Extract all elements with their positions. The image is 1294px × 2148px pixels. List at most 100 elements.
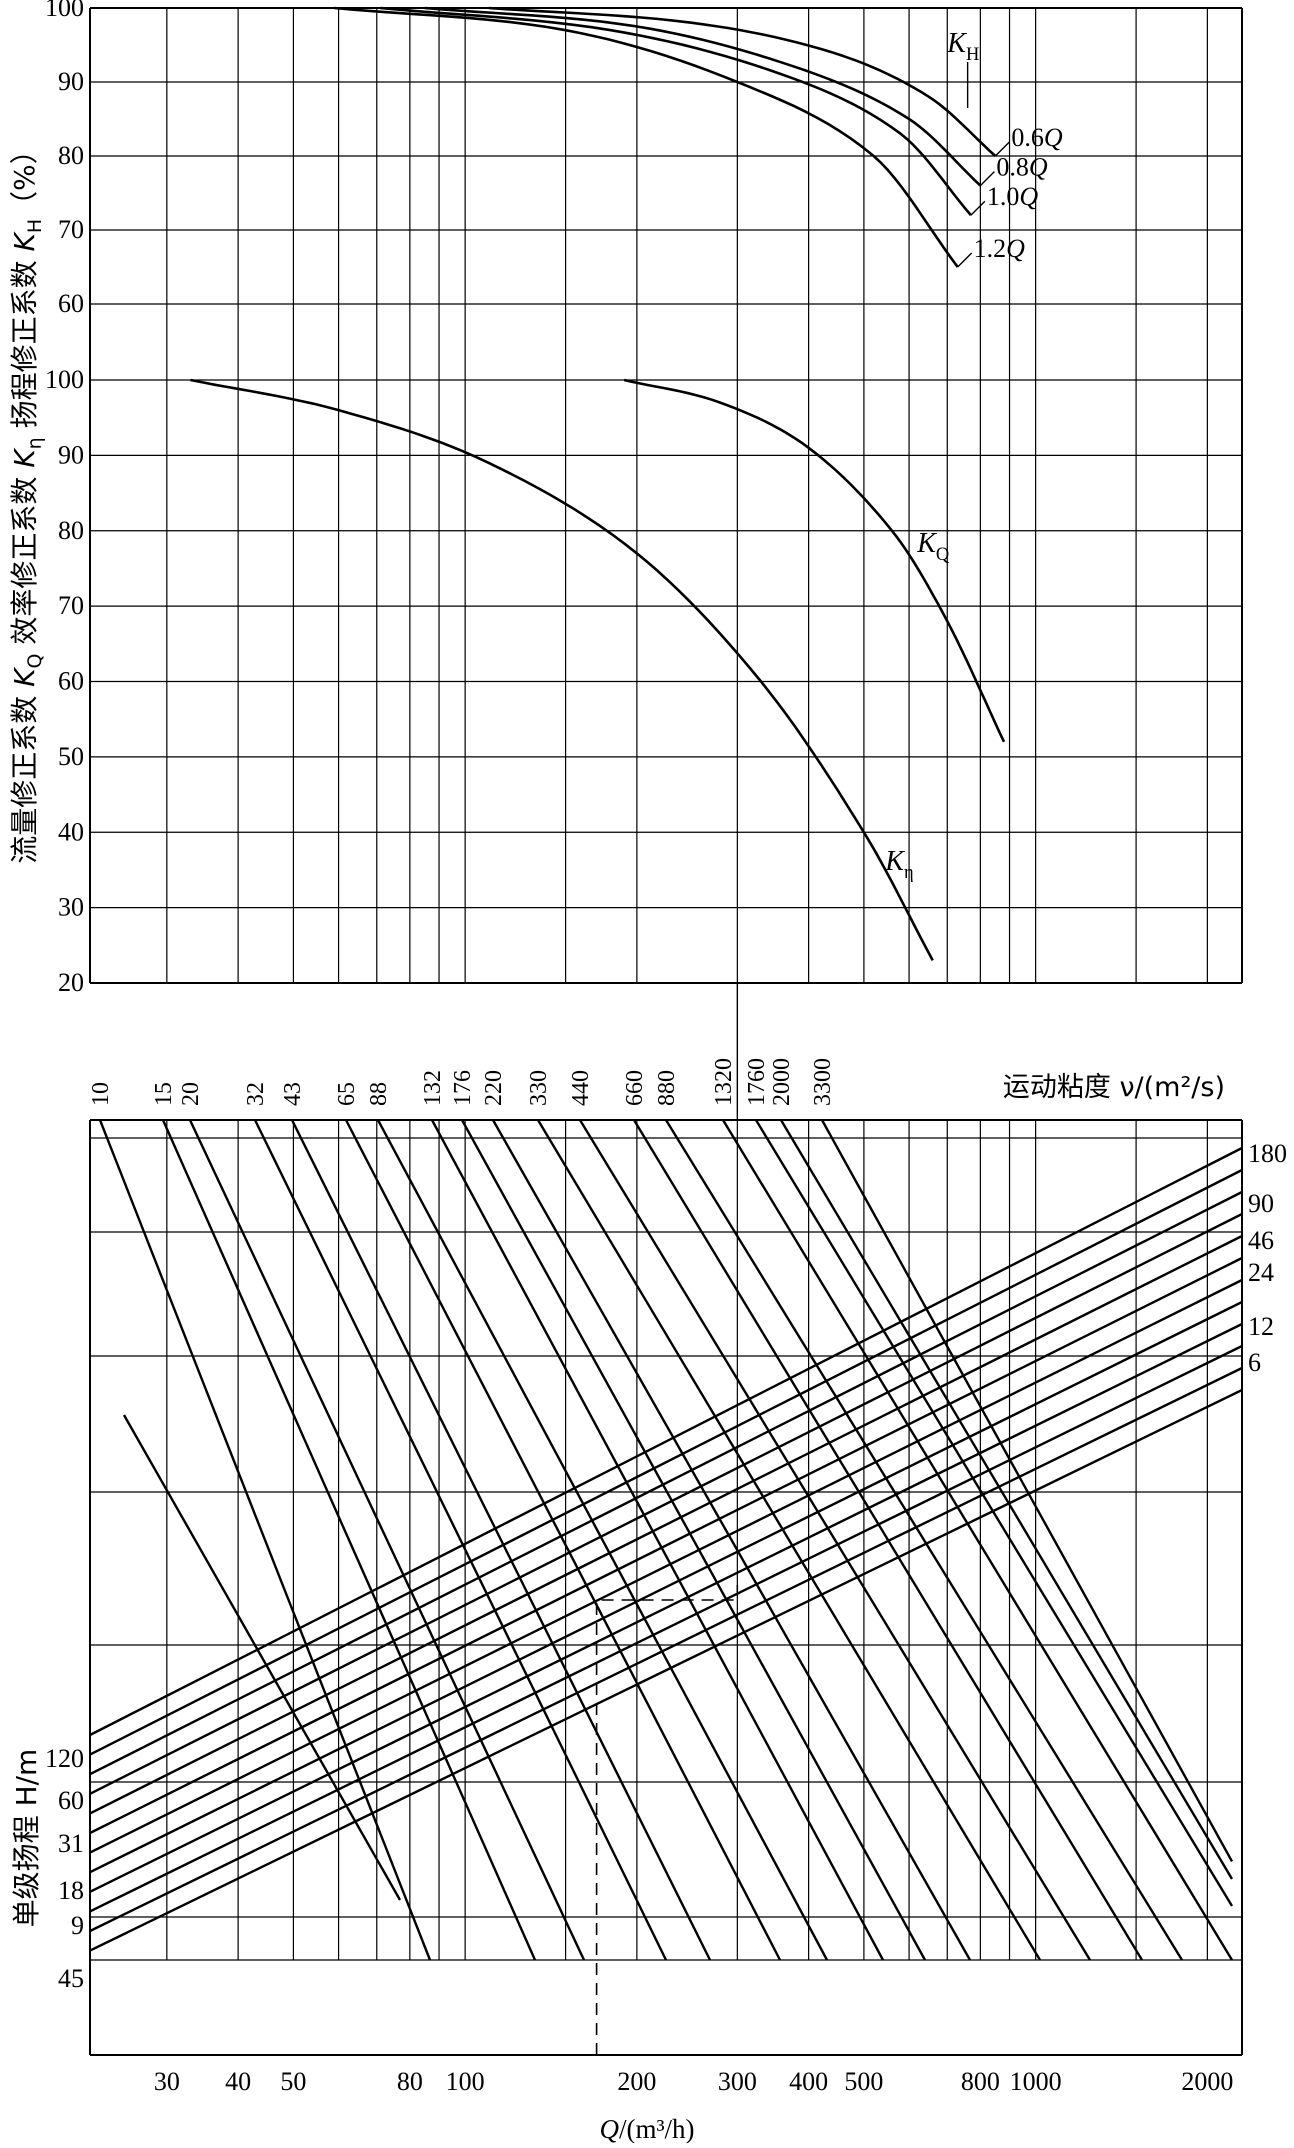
- head-line: [89, 1344, 1243, 1913]
- head-label-left: 60: [58, 1786, 84, 1815]
- kh-curve-label: 0.8Q: [996, 153, 1048, 182]
- head-line: [89, 1212, 1243, 1795]
- head-line: [89, 1388, 1243, 1952]
- viscosity-label: 1760: [744, 1058, 770, 1106]
- kh-curve-1: [424, 6, 982, 187]
- viscosity-label: 220: [481, 1070, 507, 1106]
- kh-label-leader: [979, 171, 995, 187]
- kq-name-label: KQ: [916, 528, 950, 564]
- x-tick-label: 200: [617, 2067, 656, 2096]
- head-label-left: 120: [45, 1744, 84, 1773]
- viscosity-line: [253, 1119, 668, 1961]
- viscosity-line: [376, 1119, 829, 1961]
- viscosity-label: 880: [654, 1070, 680, 1106]
- viscosity-line: [460, 1119, 927, 1961]
- x-tick-label: 30: [154, 2067, 180, 2096]
- viscosity-label: 88: [366, 1082, 392, 1106]
- head-line: [89, 1300, 1243, 1874]
- x-tick-label: 500: [844, 2067, 883, 2096]
- kh-curve-label: 1.2Q: [974, 234, 1026, 263]
- upper-ylabel: 流量修正系数 KQ 效率修正系数 Kη 扬程修正系数 KH（%）: [8, 136, 46, 864]
- viscosity-line: [491, 1119, 972, 1961]
- viscosity-label: 2000: [769, 1058, 795, 1106]
- viscosity-label: 1320: [711, 1058, 737, 1106]
- head-line: [89, 1146, 1243, 1737]
- head-line: [89, 1168, 1243, 1756]
- kh-name-label: KH: [946, 28, 979, 64]
- head-line: [89, 1256, 1243, 1835]
- head-line: [89, 1322, 1243, 1893]
- viscosity-line: [779, 1119, 1234, 1880]
- x-tick-label: 50: [280, 2067, 306, 2096]
- viscosity-label: 20: [178, 1082, 204, 1106]
- viscosity-line: [754, 1119, 1234, 1907]
- viscosity-label: 176: [450, 1070, 476, 1106]
- x-tick-label: 100: [446, 2067, 485, 2096]
- kh-label-leader: [994, 141, 1010, 157]
- keta-name-label: Kη: [884, 846, 913, 882]
- viscosity-label: 330: [526, 1070, 552, 1106]
- k-ytick-label: 80: [58, 516, 84, 545]
- viscosity-label: 3300: [810, 1058, 836, 1106]
- head-label-left: 9: [71, 1911, 84, 1940]
- x-tick-label: 80: [397, 2067, 423, 2096]
- kh-curve-3: [334, 6, 959, 268]
- viscosity-label: 15: [151, 1082, 177, 1106]
- viscosity-label: 132: [420, 1070, 446, 1106]
- viscosity-line: [578, 1119, 1092, 1961]
- viscosity-line: [122, 1414, 402, 1901]
- kh-ytick-label: 80: [58, 141, 84, 170]
- viscosity-line: [536, 1119, 1042, 1961]
- kh-ytick-label: 100: [45, 0, 84, 22]
- x-tick-label: 800: [961, 2067, 1000, 2096]
- k-ytick-label: 100: [45, 365, 84, 394]
- k-ytick-label: 20: [58, 968, 84, 997]
- viscosity-line: [721, 1119, 1234, 1961]
- kh-curve-label: 0.6Q: [1011, 123, 1062, 152]
- viscosity-label: 10: [88, 1082, 114, 1106]
- viscosity-line: [98, 1119, 432, 1961]
- lower-ylabel: 单级扬程 H/m: [10, 1749, 43, 1928]
- kh-label-leader: [970, 200, 986, 216]
- k-ytick-label: 50: [58, 742, 84, 771]
- head-label-left: 45: [58, 1964, 84, 1993]
- viscosity-line: [820, 1119, 1234, 1863]
- keta-curve: [190, 378, 934, 962]
- viscosity-line: [344, 1119, 782, 1961]
- k-ytick-label: 60: [58, 667, 84, 696]
- k-ytick-label: 90: [58, 440, 84, 469]
- viscosity-line: [161, 1119, 537, 1961]
- head-label-right: 6: [1248, 1348, 1261, 1377]
- viscosity-line: [664, 1119, 1184, 1961]
- viscosity-line: [290, 1119, 712, 1961]
- head-label-right: 12: [1248, 1312, 1274, 1341]
- viscosity-label: 32: [243, 1082, 269, 1106]
- head-label-right: 180: [1248, 1139, 1287, 1168]
- kq-curve: [623, 378, 1006, 743]
- x-tick-label: 2000: [1181, 2067, 1233, 2096]
- viscosity-label: 660: [622, 1070, 648, 1106]
- viscosity-line: [188, 1119, 586, 1961]
- head-line: [89, 1278, 1243, 1854]
- head-label-right: 24: [1248, 1258, 1274, 1287]
- viscosity-label: 65: [334, 1082, 360, 1106]
- head-label-left: 18: [58, 1876, 84, 1905]
- head-label-left: 31: [58, 1829, 84, 1858]
- kh-curve-label: 1.0Q: [987, 182, 1038, 211]
- kh-curve-0: [488, 6, 997, 157]
- x-tick-label: 1000: [1010, 2067, 1062, 2096]
- kh-ytick-label: 60: [58, 289, 84, 318]
- x-tick-label: 400: [789, 2067, 828, 2096]
- example-dashed-path: [595, 1585, 739, 2055]
- kh-ytick-label: 70: [58, 215, 84, 244]
- viscosity-line: [430, 1119, 885, 1961]
- viscosity-label: 440: [568, 1070, 594, 1106]
- x-axis-label: Q/(m³/h): [599, 2114, 694, 2143]
- k-ytick-label: 70: [58, 591, 84, 620]
- head-label-right: 90: [1248, 1189, 1274, 1218]
- kh-ytick-label: 90: [58, 67, 84, 96]
- k-ytick-label: 30: [58, 893, 84, 922]
- head-line: [89, 1366, 1243, 1933]
